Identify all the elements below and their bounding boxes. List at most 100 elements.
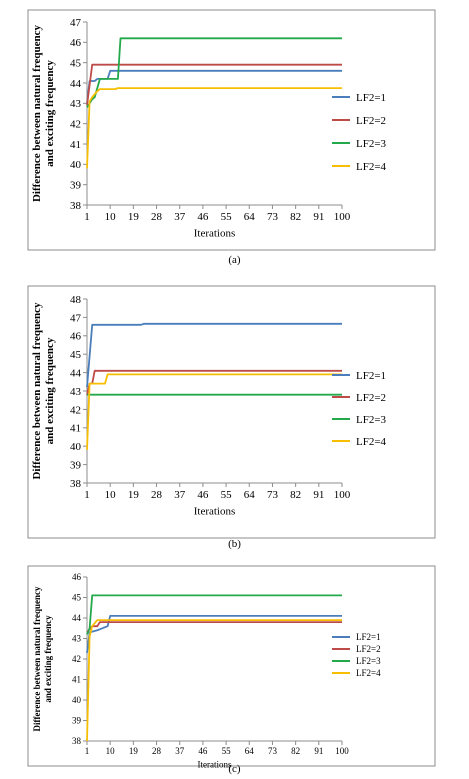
y-axis-label-line: Difference between natural frequency [31, 302, 43, 480]
x-tick-label: 46 [198, 746, 208, 756]
chart-panel-c: 38 39 40 41 42 43 44 45 46 1 10 19 28 37 46 55 64 73 82 91 1… [0, 558, 469, 775]
chart-area-border [27, 565, 436, 767]
legend-label: LF2=3 [356, 138, 387, 150]
legend-label: LF2=4 [356, 668, 381, 678]
legend-label: LF2=4 [356, 161, 387, 173]
x-tick-label: 55 [221, 211, 233, 223]
y-axis-label-line: Difference between natural frequency [32, 586, 42, 731]
series-line-lf2-4 [86, 619, 342, 742]
y-tick-label: 42 [70, 404, 81, 416]
x-tick-label: 10 [105, 211, 117, 223]
legend-label: LF2=3 [356, 414, 387, 426]
y-tick-label: 41 [70, 423, 81, 435]
legend-label: LF2=1 [356, 92, 386, 104]
x-tick-label: 73 [267, 489, 279, 501]
x-tick-label: 55 [221, 489, 233, 501]
x-axis-label: Iterations [198, 760, 232, 770]
x-tick-label: 37 [174, 211, 186, 223]
series-line-lf2-1 [86, 322, 342, 388]
y-tick-label: 48 [70, 294, 82, 306]
y-tick-label: 42 [72, 654, 81, 664]
y-tick-label: 39 [70, 180, 82, 192]
y-axis-label-line: and exciting frequency [44, 337, 56, 444]
y-tick-label: 41 [70, 139, 81, 151]
x-tick-label: 10 [105, 489, 117, 501]
y-tick-label: 44 [72, 613, 82, 623]
legend-label: LF2=1 [356, 632, 381, 642]
x-tick-label: 91 [313, 211, 324, 223]
y-tick-label: 45 [72, 593, 82, 603]
x-tick-label: 28 [151, 211, 163, 223]
x-axis-label: Iterations [194, 505, 236, 517]
x-tick-label: 64 [245, 746, 255, 756]
y-tick-label: 41 [72, 675, 81, 685]
x-tick-label: 19 [128, 211, 140, 223]
chart-panel-b: 38 39 40 41 42 43 44 45 46 47 48 1 10 19 28 37 46 55 64 73 8… [0, 276, 469, 550]
x-tick-label: 64 [244, 489, 256, 501]
x-tick-label: 1 [84, 489, 90, 501]
x-tick-label: 46 [197, 211, 209, 223]
x-tick-label: 100 [334, 211, 351, 223]
x-tick-label: 1 [85, 746, 90, 756]
chart-b: 38 39 40 41 42 43 44 45 46 47 48 1 10 19 28 37 46 55 64 73 8… [27, 285, 436, 539]
y-tick-label: 40 [70, 441, 82, 453]
x-tick-label: 46 [197, 489, 209, 501]
x-axis-label: Iterations [194, 227, 236, 239]
x-tick-label: 64 [244, 211, 256, 223]
chart-c: 38 39 40 41 42 43 44 45 46 1 10 19 28 37 46 55 64 73 82 91 1… [27, 565, 436, 770]
y-tick-label: 43 [70, 386, 82, 398]
series-line-lf2-3 [86, 37, 342, 108]
chart-area-border [27, 9, 436, 251]
y-axis-label-line: and exciting frequency [43, 615, 53, 703]
y-tick-label: 38 [70, 200, 82, 212]
x-tick-label: 28 [152, 746, 162, 756]
chart-caption-c: (c) [228, 763, 241, 775]
chart-caption-a: (a) [228, 254, 241, 266]
y-tick-label: 47 [70, 17, 82, 29]
legend-label: LF2=2 [356, 392, 386, 404]
y-tick-label: 46 [70, 37, 82, 49]
y-axis-label-line: Difference between natural frequency [31, 24, 43, 202]
x-tick-label: 37 [175, 746, 185, 756]
chart-a: 38 39 40 41 42 43 44 45 46 47 1 10 19 28 37 46 55 64 73 82 9… [27, 9, 436, 251]
x-tick-label: 19 [128, 489, 140, 501]
x-tick-label: 10 [106, 746, 116, 756]
y-tick-label: 40 [72, 695, 82, 705]
series-line-lf2-2 [86, 63, 342, 106]
series-line-lf2-4 [86, 87, 342, 169]
y-tick-label: 38 [70, 478, 82, 490]
y-tick-label: 44 [70, 78, 82, 90]
chart-caption-b: (b) [228, 538, 241, 550]
chart-area-border [27, 285, 436, 539]
y-tick-label: 38 [72, 736, 82, 746]
legend-label: LF2=2 [356, 115, 386, 127]
x-tick-label: 28 [151, 489, 163, 501]
y-tick-label: 40 [70, 159, 82, 171]
x-tick-label: 100 [335, 746, 349, 756]
legend-label: LF2=4 [356, 436, 387, 448]
x-tick-label: 82 [291, 746, 300, 756]
x-tick-label: 82 [290, 211, 301, 223]
y-tick-label: 46 [72, 572, 82, 582]
x-tick-label: 100 [334, 489, 351, 501]
x-tick-label: 73 [268, 746, 278, 756]
y-tick-label: 43 [72, 634, 82, 644]
x-tick-label: 73 [267, 211, 279, 223]
x-tick-label: 55 [222, 746, 232, 756]
y-tick-label: 44 [70, 367, 82, 379]
series-line-lf2-4 [86, 373, 342, 450]
y-tick-label: 45 [70, 349, 82, 361]
series-line-lf2-3 [86, 594, 342, 635]
x-tick-label: 19 [129, 746, 139, 756]
x-tick-label: 91 [314, 746, 323, 756]
x-tick-label: 1 [84, 211, 90, 223]
y-tick-label: 46 [70, 331, 82, 343]
legend-label: LF2=1 [356, 370, 386, 382]
legend-label: LF2=2 [356, 644, 381, 654]
y-tick-label: 39 [70, 459, 82, 471]
legend-label: LF2=3 [356, 656, 381, 666]
y-axis-label-line: and exciting frequency [44, 60, 56, 167]
y-tick-label: 42 [70, 119, 81, 131]
x-tick-label: 91 [313, 489, 324, 501]
y-tick-label: 47 [70, 312, 82, 324]
